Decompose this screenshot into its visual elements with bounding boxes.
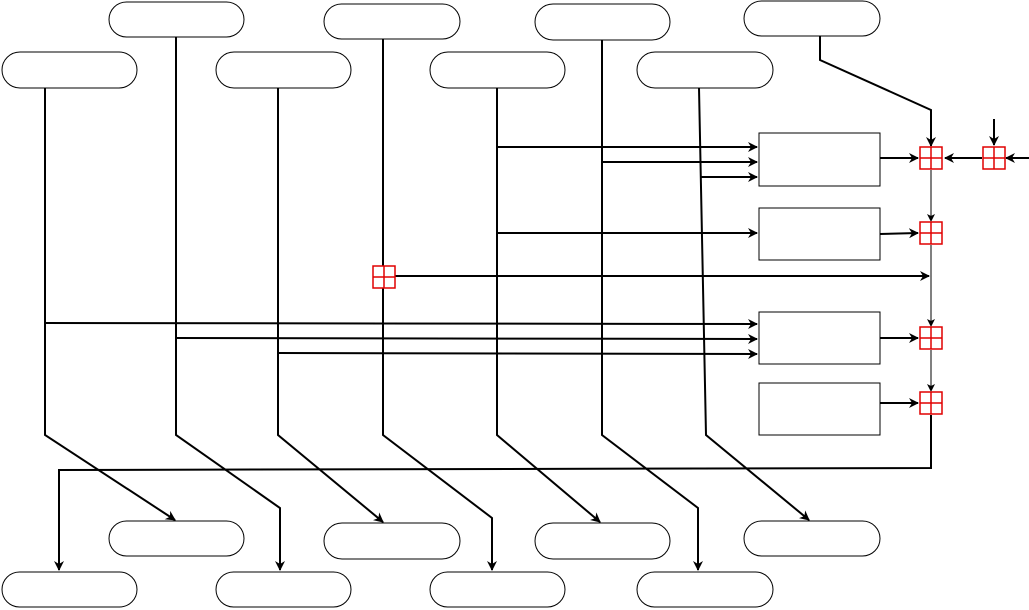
connector-top4-to-sum1 [819, 36, 936, 147]
top-node-1[interactable] [108, 1, 245, 38]
connector-col-2 [175, 37, 285, 571]
bottom-upper-node-2[interactable] [323, 522, 461, 560]
process-block-3[interactable] [758, 311, 881, 365]
second-node-1[interactable] [1, 51, 138, 89]
bottom-upper-node-3[interactable] [534, 522, 671, 560]
second-row-nodes [1, 51, 774, 89]
second-node-4[interactable] [636, 51, 774, 89]
connector-col-1 [44, 88, 176, 521]
top-node-3[interactable] [534, 3, 671, 41]
summing-junctions [372, 146, 1006, 415]
connector-col-4 [382, 39, 497, 571]
branch-col2-to-block3 [175, 333, 758, 344]
branch-col1-to-block3 [44, 318, 758, 329]
feedback-to-bottom-lower-node-1 [54, 415, 932, 571]
bottom-upper-nodes [108, 520, 881, 560]
process-block-2[interactable] [758, 207, 881, 261]
summing-junction-1[interactable] [919, 146, 943, 170]
bottom-lower-node-4[interactable] [636, 571, 774, 608]
top-row-nodes [108, 0, 881, 41]
connector-col-5 [496, 88, 601, 523]
summing-junction-2[interactable] [919, 221, 943, 245]
top-node-2[interactable] [323, 3, 461, 40]
block2-to-sum2 [879, 228, 919, 239]
process-blocks [758, 132, 881, 436]
summing-junction-3[interactable] [919, 326, 943, 350]
vertical-connectors [44, 36, 936, 571]
horizontal-branches [44, 142, 930, 359]
process-block-4[interactable] [758, 382, 881, 436]
second-node-2[interactable] [215, 51, 352, 89]
bottom-lower-node-3[interactable] [429, 571, 566, 608]
connector-col-6 [601, 40, 703, 571]
summing-junction-5[interactable] [372, 265, 396, 289]
bottom-lower-nodes [1, 571, 774, 608]
connector-col-7 [698, 87, 810, 521]
top-node-4[interactable] [743, 0, 881, 37]
bottom-lower-node-1[interactable] [1, 571, 138, 608]
bottom-upper-node-4[interactable] [743, 520, 881, 557]
summing-junction-4[interactable] [919, 391, 943, 415]
summing-chain [54, 119, 1029, 571]
process-block-1[interactable] [758, 132, 881, 187]
bottom-upper-node-1[interactable] [108, 520, 245, 557]
branch-col3-to-block3 [277, 348, 758, 359]
connector-col-3 [277, 88, 384, 523]
second-node-3[interactable] [429, 51, 566, 89]
bottom-lower-node-2[interactable] [215, 571, 352, 608]
summing-junction-6[interactable] [982, 146, 1006, 170]
